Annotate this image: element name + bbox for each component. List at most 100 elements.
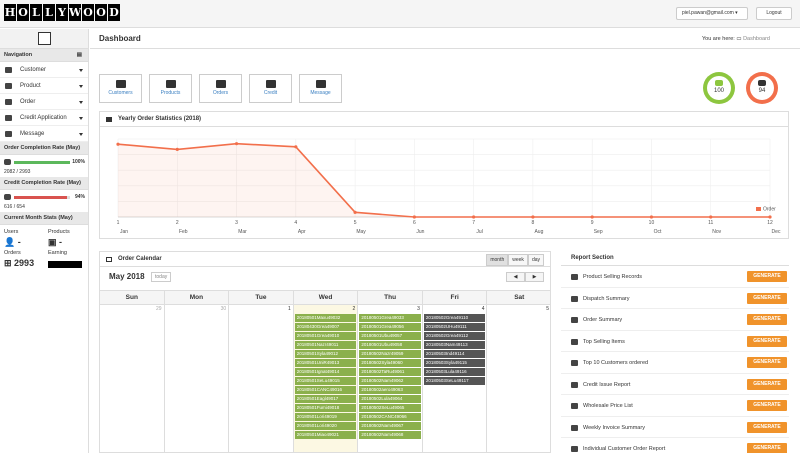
logo-letter: Y xyxy=(56,4,68,21)
sidebar-item-product[interactable]: Product xyxy=(0,78,88,94)
envelope-icon xyxy=(315,80,326,88)
logout-button[interactable]: Logout xyxy=(756,7,792,20)
calendar-event[interactable]: 20180502Nazr49059 xyxy=(359,350,421,358)
calendar-event[interactable]: 20180502Grea49112 xyxy=(423,332,486,340)
calendar-month-label: May 2018 xyxy=(109,272,145,281)
view-day-button[interactable]: day xyxy=(527,254,544,266)
breadcrumb-dashboard[interactable]: Dashboard xyxy=(743,36,770,42)
cart-icon xyxy=(715,80,723,86)
user-dropdown[interactable]: piel.pawan@gmail.com ▾ xyxy=(676,7,748,20)
sidebar-item-credit-application[interactable]: Credit Application xyxy=(0,110,88,126)
quick-customers-button[interactable]: Customers xyxy=(99,74,142,103)
calendar-event[interactable]: 20180501Grea49010 xyxy=(294,332,357,340)
calendar-event[interactable]: 20180501UniR49013 xyxy=(294,359,357,367)
calendar-event[interactable]: 20180501Syla49012 xyxy=(294,350,357,358)
weekday-header: Sun xyxy=(100,291,165,304)
chart-title: Yearly Order Statistics (2018) xyxy=(118,116,202,122)
calendar-event[interactable]: 20180501Eagl49017 xyxy=(294,395,357,403)
calendar-header: Order Calendar month week day xyxy=(100,252,550,267)
calendar-event[interactable]: 20180430Grea49007 xyxy=(294,323,357,331)
today-button[interactable]: today xyxy=(151,272,172,282)
generate-button[interactable]: GENERATE xyxy=(747,271,787,282)
quick-products-button[interactable]: Products xyxy=(149,74,192,103)
generate-button[interactable]: GENERATE xyxy=(747,314,787,325)
quick-credit-button[interactable]: Credit xyxy=(249,74,292,103)
data-point xyxy=(294,145,298,149)
sidebar-item-label: Credit Application xyxy=(20,115,67,121)
calendar-day-cell[interactable]: 30 xyxy=(165,305,230,452)
calendar-event[interactable]: 20180501Grea49033 xyxy=(359,314,421,322)
x-tick-label: 7 xyxy=(472,220,475,226)
day-number: 5 xyxy=(546,306,550,312)
calendar-event[interactable]: 20180503Ind49114 xyxy=(423,350,486,358)
calendar-day-cell[interactable]: 3 20180501Grea49033 20180501Grea49056 20180… xyxy=(358,305,423,452)
view-week-button[interactable]: week xyxy=(508,254,528,266)
series-area xyxy=(118,143,770,217)
sidebar-item-message[interactable]: Message xyxy=(0,126,88,142)
calendar-event[interactable]: 20180502Syla49060 xyxy=(359,359,421,367)
generate-button[interactable]: GENERATE xyxy=(747,443,787,453)
calendar-event[interactable]: 20180501CANC49016 xyxy=(294,386,357,394)
calendar-day-cell[interactable]: 29 xyxy=(100,305,165,452)
page-header: Dashboard You are here: ▭ Dashboard xyxy=(90,29,800,49)
home-icon[interactable] xyxy=(38,32,51,45)
generate-button[interactable]: GENERATE xyxy=(747,357,787,368)
data-point xyxy=(768,215,772,219)
calendar-event[interactable]: 20180502UHu49111 xyxy=(423,323,486,331)
generate-button[interactable]: GENERATE xyxy=(747,292,787,304)
sidebar-item-customer[interactable]: Customer xyxy=(0,62,88,78)
box-icon xyxy=(5,83,12,89)
calendar-event[interactable]: 20180503Lula49116 xyxy=(423,368,486,376)
calendar-event[interactable]: 20180502SeLu49065 xyxy=(359,404,421,412)
calendar-day-cell[interactable]: 1 xyxy=(229,305,294,452)
calendar-event[interactable]: 20180501Nazr49011 xyxy=(294,341,357,349)
calendar-event[interactable]: 20180501Ignat49014 xyxy=(294,368,357,376)
home-section xyxy=(0,29,88,49)
generate-button[interactable]: GENERATE xyxy=(747,421,787,433)
calendar-event[interactable]: 20180501Lori49020 xyxy=(294,422,357,430)
x-tick-label: 12 xyxy=(767,220,773,226)
weekday-header: Tue xyxy=(229,291,294,304)
calendar-event[interactable]: 20180502Nam49067 xyxy=(359,422,421,430)
view-month-button[interactable]: month xyxy=(486,254,509,266)
data-point xyxy=(353,210,357,214)
calendar-event[interactable]: 20180501Grea49056 xyxy=(359,323,421,331)
calendar-event[interactable]: 20180502CANC49066 xyxy=(359,413,421,421)
calendar-event[interactable]: 20180501Ubu49057 xyxy=(359,332,421,340)
quick-orders-button[interactable]: Orders xyxy=(199,74,242,103)
generate-button[interactable]: GENERATE xyxy=(747,335,787,347)
calendar-event[interactable]: 20180503SeLu49117 xyxy=(423,377,486,385)
generate-button[interactable]: GENERATE xyxy=(747,400,787,411)
calendar-day-cell[interactable]: 5 xyxy=(487,305,550,452)
calendar-event[interactable]: 20180503Syla49115 xyxy=(423,359,486,367)
calendar-event[interactable]: 20180502Lula49064 xyxy=(359,395,421,403)
calendar-event[interactable]: 20180501SeLu49015 xyxy=(294,377,357,385)
completion-donut: 100 xyxy=(703,72,735,104)
calendar-event[interactable]: 20180502TaRu49061 xyxy=(359,368,421,376)
day-number: 30 xyxy=(220,306,227,312)
next-month-button[interactable]: ▶ xyxy=(525,272,544,282)
calendar-event[interactable]: 20180502Nam49068 xyxy=(359,431,421,439)
calendar-event[interactable]: 20180502Grea49110 xyxy=(423,314,486,322)
calendar-event[interactable]: 20180503Nam49113 xyxy=(423,341,486,349)
prev-month-button[interactable]: ◀ xyxy=(506,272,525,282)
calendar-event[interactable]: 20180501Miao49021 xyxy=(294,431,357,439)
calendar-event[interactable]: 20180501Ubu49058 xyxy=(359,341,421,349)
calendar-event[interactable]: 20180502aero49063 xyxy=(359,386,421,394)
calendar-event[interactable]: 20180502Nam49062 xyxy=(359,377,421,385)
check-circle-icon xyxy=(758,80,766,86)
calendar-event[interactable]: 20180501Lori49019 xyxy=(294,413,357,421)
logo-letter: D xyxy=(108,4,120,21)
users-icon xyxy=(115,80,126,88)
menu-toggle-icon[interactable]: ▤ xyxy=(76,52,82,58)
calendar-day-cell[interactable]: 4 20180502Grea49110 20180502UHu49111 201805… xyxy=(423,305,488,452)
quick-message-button[interactable]: Message xyxy=(299,74,342,103)
credit-rate-bar xyxy=(14,196,67,199)
calendar-day-cell[interactable]: 2 20180501Maxu49032 20180430Grea49007 20180… xyxy=(293,305,359,452)
calendar-event[interactable]: 20180501Fumi49018 xyxy=(294,404,357,412)
generate-button[interactable]: GENERATE xyxy=(747,378,787,390)
calendar-event[interactable]: 20180501Maxu49032 xyxy=(294,314,357,322)
sidebar-item-order[interactable]: Order xyxy=(0,94,88,110)
